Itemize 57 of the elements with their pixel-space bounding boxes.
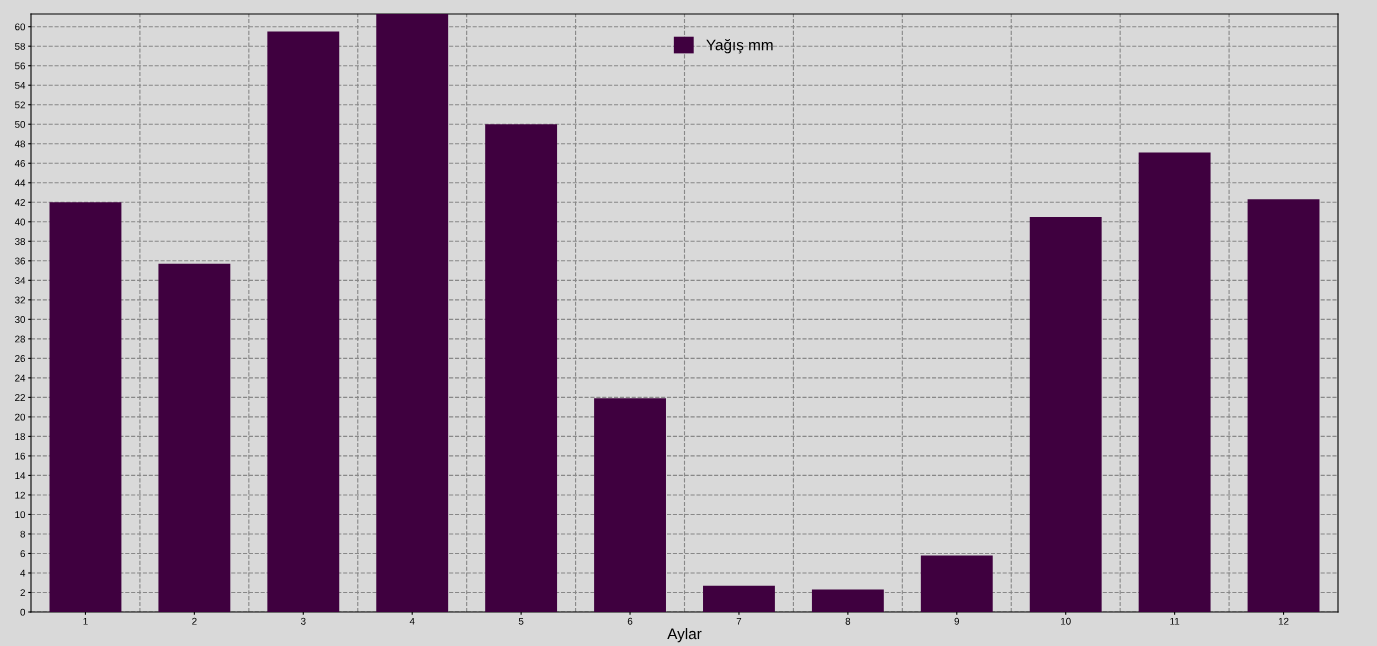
y-tick-label: 52: [15, 101, 25, 109]
bar: [811, 589, 884, 612]
y-tick-label: 20: [15, 413, 26, 421]
y-tick-label: 50: [15, 120, 26, 128]
x-tick-label: 11: [1170, 617, 1180, 625]
x-tick-label: 10: [1061, 617, 1071, 625]
y-tick-label: 18: [15, 433, 26, 441]
y-tick-label: 12: [15, 491, 25, 499]
legend-label: Yağış mm: [706, 38, 773, 54]
x-tick-label: 8: [845, 617, 851, 625]
bar: [703, 585, 775, 612]
y-tick-label: 22: [15, 394, 25, 401]
bar: [49, 202, 122, 612]
bar: [158, 263, 231, 612]
bar: [1247, 199, 1320, 612]
x-tick-label: 3: [300, 617, 306, 625]
bar: [1029, 216, 1102, 612]
y-tick-label: 38: [15, 238, 26, 245]
y-tick-label: 8: [20, 530, 26, 538]
bar: [376, 14, 449, 612]
bar: [485, 124, 558, 612]
x-tick-label: 4: [409, 617, 415, 625]
y-tick-label: 30: [15, 316, 26, 323]
y-tick-label: 48: [14, 140, 26, 148]
x-tick-label: 7: [736, 617, 742, 625]
x-tick-label: 5: [518, 617, 524, 625]
y-tick-label: 6: [20, 550, 26, 558]
y-tick-label: 60: [15, 23, 26, 31]
bar: [920, 555, 993, 612]
y-tick-label: 58: [15, 42, 26, 50]
y-tick-label: 28: [15, 335, 26, 343]
y-tick-label: 4: [20, 569, 26, 577]
y-tick-label: 34: [15, 277, 26, 284]
x-tick-label: 2: [192, 617, 197, 625]
bar: [1138, 152, 1211, 612]
y-tick-label: 46: [14, 159, 26, 167]
x-tick-label: 12: [1278, 617, 1289, 625]
y-tick-label: 40: [14, 218, 26, 226]
y-tick-label: 0: [20, 608, 26, 616]
y-tick-label: 56: [15, 62, 26, 70]
x-axis-title: Aylar: [667, 628, 702, 643]
bar: [594, 398, 666, 612]
y-tick-label: 26: [15, 355, 26, 362]
bar: [267, 31, 340, 612]
x-tick-label: 6: [627, 617, 633, 625]
y-tick-label: 24: [15, 374, 26, 382]
y-tick-label: 32: [15, 296, 25, 304]
x-tick-label: 1: [83, 617, 88, 625]
x-tick-label: 9: [954, 617, 960, 625]
y-tick-label: 42: [14, 199, 25, 206]
y-tick-label: 36: [15, 257, 26, 265]
y-tick-label: 16: [15, 452, 26, 460]
y-tick-label: 10: [15, 511, 26, 519]
y-tick-label: 54: [15, 82, 26, 89]
y-tick-label: 2: [20, 589, 25, 597]
y-tick-label: 44: [14, 179, 26, 187]
y-tick-label: 14: [15, 472, 26, 479]
